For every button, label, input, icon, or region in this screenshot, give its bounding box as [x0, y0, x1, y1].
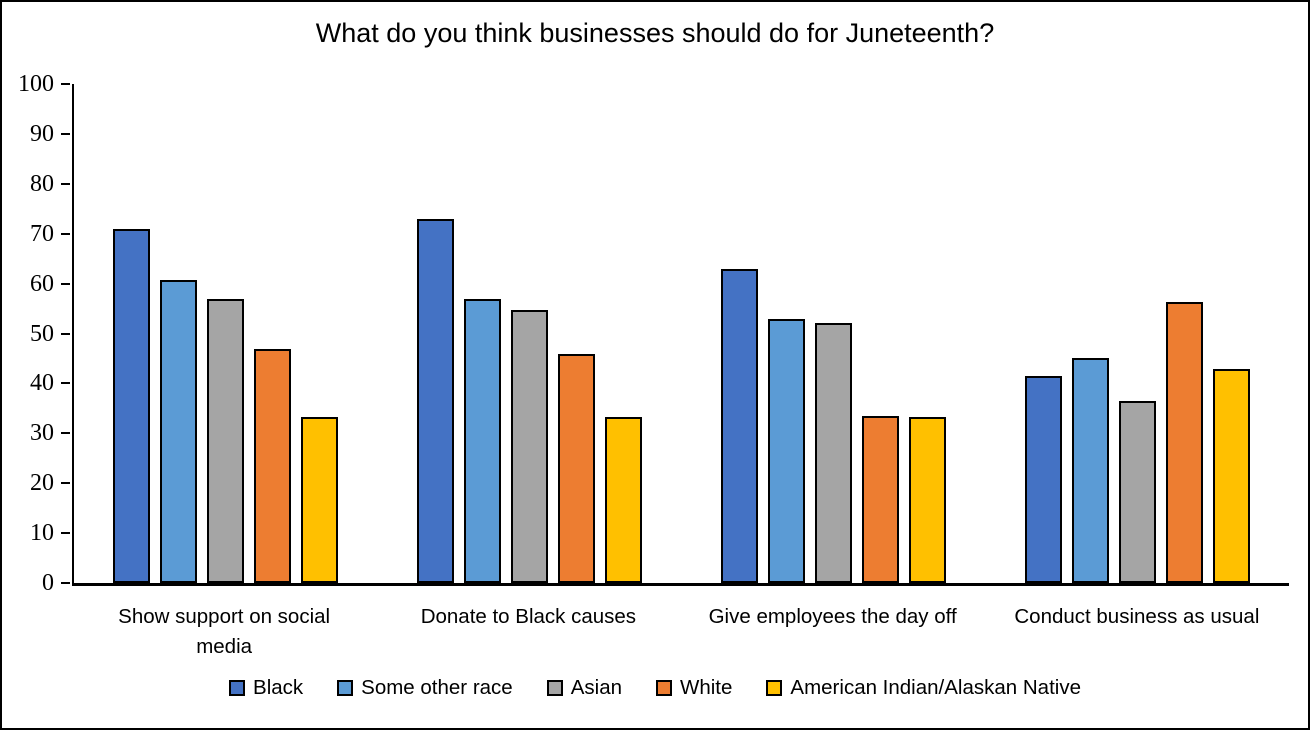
- bar: [767, 319, 805, 583]
- y-axis-tick-label: 10: [30, 520, 54, 547]
- bar: [558, 354, 596, 583]
- legend-item: American Indian/Alaskan Native: [766, 676, 1081, 700]
- y-axis-tick: [61, 482, 70, 485]
- bar-groups: [74, 84, 1289, 583]
- bar-group: [985, 84, 1289, 583]
- y-axis-tick-label: 70: [30, 220, 54, 247]
- y-axis-tick: [61, 132, 70, 135]
- legend-marker-icon: [337, 680, 354, 696]
- y-axis-tick: [61, 182, 70, 185]
- bar: [720, 268, 758, 583]
- y-axis-tick-label: 30: [30, 420, 54, 447]
- y-axis-tick-label: 100: [18, 71, 54, 97]
- bar-group: [74, 84, 378, 583]
- bar-group: [682, 84, 986, 583]
- legend-marker-icon: [766, 680, 783, 696]
- y-axis-tick-label: 20: [30, 470, 54, 497]
- legend-item: Asian: [546, 676, 622, 700]
- y-axis-tick: [61, 332, 70, 335]
- legend-item: Black: [229, 676, 303, 700]
- y-axis-tick: [61, 532, 70, 535]
- bar: [1118, 400, 1156, 583]
- bar: [1071, 358, 1109, 583]
- legend-item: Some other race: [337, 676, 513, 700]
- y-axis-tick-label: 40: [30, 370, 54, 397]
- y-axis-tick-label: 60: [30, 270, 54, 297]
- y-axis-tick: [61, 432, 70, 435]
- bar: [207, 298, 245, 583]
- category-label: Give employees the day off: [708, 605, 957, 628]
- bar: [908, 417, 946, 583]
- category-label: Donate to Black causes: [420, 605, 637, 628]
- y-axis-tick: [61, 232, 70, 235]
- category-label: Conduct business as usual: [1014, 605, 1260, 628]
- y-axis-tick: [61, 282, 70, 285]
- bar: [1165, 301, 1203, 583]
- legend-label: Asian: [570, 676, 622, 699]
- bar: [301, 417, 339, 583]
- y-axis-tick-label: 50: [30, 320, 54, 347]
- bar-group: [378, 84, 682, 583]
- y-axis-tick: [61, 582, 70, 584]
- bar: [814, 322, 852, 583]
- bar: [1212, 369, 1250, 583]
- legend-label: Some other race: [361, 676, 513, 699]
- y-axis-tick: [61, 83, 70, 85]
- bar: [464, 298, 502, 583]
- bar: [861, 416, 899, 583]
- bar: [1024, 376, 1062, 583]
- category-axis: Show support on social media Donate to Bl…: [72, 602, 1289, 661]
- category-label: Show support on social media: [118, 605, 331, 658]
- chart-title: What do you think businesses should do f…: [315, 18, 995, 48]
- bar: [254, 349, 292, 583]
- bar: [511, 310, 549, 583]
- bar: [605, 417, 643, 583]
- legend-item: White: [656, 676, 732, 700]
- y-axis-tick-label: 0: [42, 570, 54, 596]
- legend-marker-icon: [546, 680, 563, 696]
- bar: [113, 228, 151, 583]
- legend-label: American Indian/Alaskan Native: [790, 676, 1081, 699]
- legend-label: Black: [253, 676, 304, 699]
- bar: [160, 280, 198, 583]
- bar: [417, 219, 455, 583]
- legend: Black Some other race Asian White American I…: [2, 676, 1308, 700]
- y-axis-tick-label: 80: [30, 170, 54, 197]
- legend-marker-icon: [229, 680, 246, 696]
- y-axis-tick: [61, 382, 70, 385]
- y-axis-tick-label: 90: [30, 120, 54, 147]
- legend-marker-icon: [656, 680, 672, 696]
- legend-label: White: [680, 676, 733, 699]
- plot-area: 0 10 20 30 40 50 60 70 80 90 100: [18, 71, 1289, 596]
